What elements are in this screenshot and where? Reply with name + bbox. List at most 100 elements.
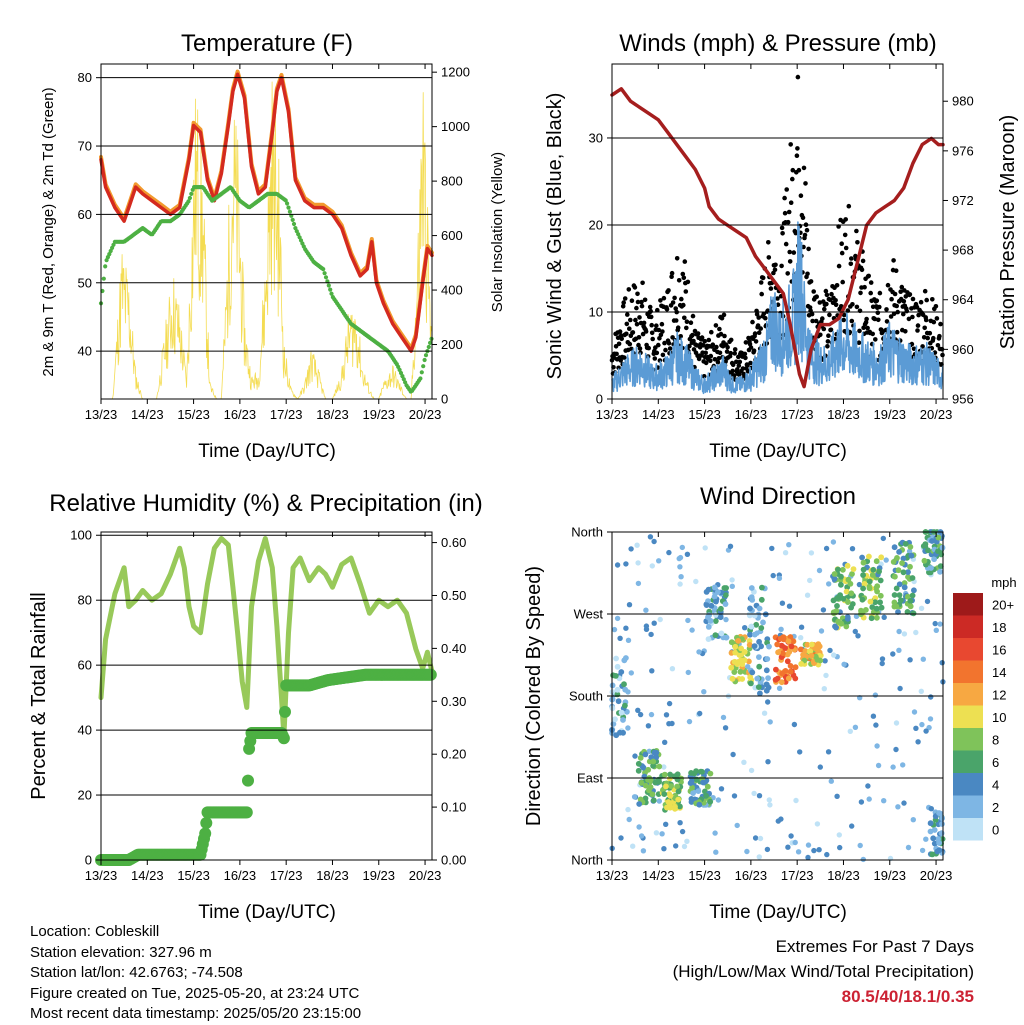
gust-point — [782, 195, 787, 201]
direction-point — [791, 721, 798, 728]
direction-point — [652, 779, 659, 786]
direction-point — [874, 583, 881, 590]
colorbar-swatch — [953, 638, 983, 661]
gust-point — [788, 142, 793, 147]
gust-point — [876, 317, 881, 323]
direction-point — [613, 655, 619, 662]
direction-point — [853, 613, 860, 619]
direction-point — [844, 562, 851, 569]
gust-point — [625, 312, 630, 317]
direction-point — [782, 550, 789, 556]
direction-point — [907, 563, 913, 570]
direction-point — [748, 623, 755, 630]
gust-point — [716, 356, 722, 361]
direction-y-tick-label: East — [577, 771, 603, 786]
gust-point — [877, 290, 883, 296]
direction-point — [677, 581, 683, 587]
gust-point — [931, 319, 937, 325]
gust-point — [824, 292, 830, 298]
direction-point — [920, 656, 926, 662]
colorbar-label: 14 — [992, 665, 1006, 680]
gust-point — [808, 279, 814, 284]
gust-point — [927, 330, 933, 336]
direction-point — [879, 656, 886, 662]
humidity-x-tick-label: 14/23 — [131, 868, 164, 883]
direction-point — [717, 614, 724, 621]
direction-point — [896, 628, 902, 635]
temperature-y-tick-label: 70 — [78, 139, 92, 154]
direction-point — [707, 770, 714, 777]
direction-point — [926, 724, 932, 731]
direction-point — [667, 793, 674, 799]
temperature-y2-tick-label: 600 — [441, 228, 463, 243]
gust-point — [901, 299, 907, 304]
temperature-plot-frame — [100, 63, 433, 400]
gust-point — [842, 232, 848, 238]
precip-point — [199, 827, 212, 840]
direction-point — [907, 544, 914, 550]
direction-point — [763, 667, 770, 674]
gust-point — [622, 296, 628, 301]
gust-point — [647, 304, 653, 310]
direction-point — [790, 638, 796, 644]
gust-point — [930, 297, 935, 302]
direction-point — [713, 849, 719, 855]
direction-point — [890, 651, 896, 657]
direction-point — [703, 792, 709, 799]
direction-point — [775, 818, 781, 824]
direction-point — [625, 806, 631, 813]
dewpoint-point — [186, 199, 191, 204]
gust-point — [650, 336, 655, 342]
recent-timestamp: Most recent data timestamp: 2025/05/20 2… — [30, 1005, 362, 1022]
direction-point — [643, 623, 650, 629]
gust-point — [874, 298, 880, 304]
direction-y-tick-label: South — [569, 689, 603, 704]
gust-point — [828, 327, 834, 333]
gust-point — [898, 289, 903, 295]
gust-point — [877, 304, 882, 310]
gust-point — [798, 193, 804, 198]
humidity-y-tick-label: 0 — [85, 853, 92, 868]
gust-point — [666, 341, 672, 346]
direction-point — [901, 584, 908, 591]
direction-point — [628, 670, 634, 676]
direction-point — [874, 588, 880, 595]
direction-point — [643, 607, 649, 613]
direction-point — [676, 555, 682, 562]
direction-point — [778, 679, 785, 686]
gust-point — [858, 290, 863, 296]
station-info: Location: Cobleskill Station elevation: … — [30, 922, 361, 1025]
gust-point — [635, 291, 640, 297]
humidity-x-tick-label: 20/23 — [409, 868, 442, 883]
direction-point — [696, 649, 702, 655]
direction-point — [807, 577, 813, 584]
gust-point — [616, 341, 622, 347]
direction-point — [805, 842, 812, 848]
direction-point — [745, 664, 751, 670]
direction-point — [742, 625, 748, 631]
gust-point — [722, 333, 727, 339]
dewpoint-point — [418, 376, 423, 381]
gust-point — [715, 359, 721, 365]
dewpoint-point — [326, 283, 331, 288]
direction-point — [863, 607, 869, 613]
gust-point — [724, 349, 730, 354]
direction-point — [922, 541, 929, 547]
direction-point — [685, 669, 691, 676]
gust-point — [868, 290, 873, 296]
gust-point — [728, 350, 733, 356]
gust-point — [648, 314, 654, 320]
direction-point — [911, 709, 918, 715]
direction-point — [895, 567, 902, 574]
direction-point — [849, 546, 856, 552]
gust-point — [654, 323, 659, 329]
extremes-values: 80.5/40/18.1/0.35 — [841, 987, 974, 1006]
direction-point — [626, 816, 632, 823]
temperature-y2-tick-label: 200 — [441, 337, 463, 352]
winds-x-label: Time (Day/UTC) — [709, 441, 847, 462]
gust-point — [854, 228, 859, 234]
direction-point — [910, 610, 917, 617]
direction-point — [752, 835, 759, 841]
direction-point — [746, 642, 753, 648]
colorbar-label: 4 — [992, 777, 999, 792]
